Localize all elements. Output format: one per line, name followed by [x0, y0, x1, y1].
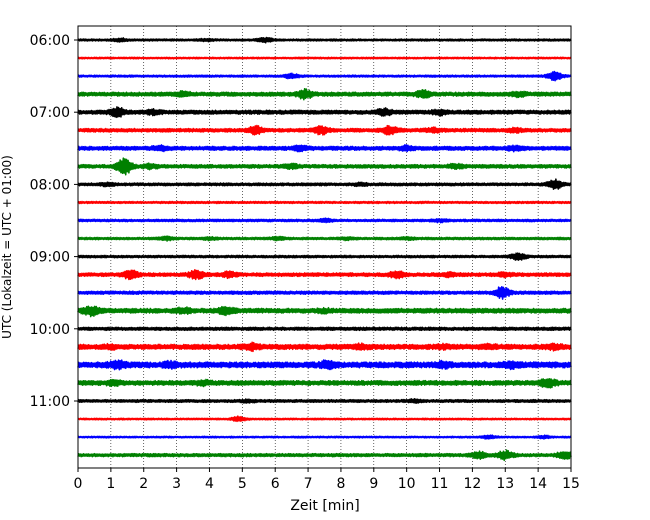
seismic-trace [77, 200, 572, 205]
seismic-trace [77, 286, 572, 300]
seismic-trace [77, 378, 572, 389]
x-tick-label: 5 [238, 476, 247, 492]
seismic-trace [77, 326, 572, 332]
y-axis-ticks: 06:00 07:00 08:00 09:00 10:00 11:00 [30, 33, 78, 410]
seismic-trace [77, 449, 572, 462]
x-tick-label: 2 [139, 476, 148, 492]
seismic-trace [77, 144, 572, 153]
x-tick-label: 15 [562, 476, 580, 492]
seismic-trace [77, 252, 572, 261]
seismic-trace [77, 269, 572, 281]
y-tick-label: 08:00 [30, 177, 70, 193]
seismic-trace [77, 106, 572, 119]
plot-background [78, 26, 571, 468]
y-tick-label: 06:00 [30, 33, 70, 49]
x-tick-label: 4 [205, 476, 214, 492]
x-tick-label: 3 [172, 476, 181, 492]
x-axis-title: Zeit [min] [290, 498, 359, 514]
plot-frame [77, 25, 572, 469]
x-tick-label: 6 [271, 476, 280, 492]
seismic-trace [77, 88, 572, 101]
x-tick-label: 1 [106, 476, 115, 492]
x-tick-label: 10 [398, 476, 416, 492]
x-tick-label: 12 [463, 476, 481, 492]
seismic-trace [77, 397, 572, 404]
seismic-trace [77, 56, 572, 60]
x-tick-label: 13 [496, 476, 514, 492]
seismic-trace [77, 359, 572, 371]
seismic-trace [77, 434, 572, 440]
seismic-trace [77, 178, 572, 190]
y-tick-label: 07:00 [30, 105, 70, 121]
seismic-trace [77, 124, 572, 136]
x-tick-label: 9 [369, 476, 378, 492]
seismic-trace [77, 415, 572, 423]
seismic-traces [77, 36, 572, 462]
seismic-trace [77, 217, 572, 224]
x-tick-label: 8 [336, 476, 345, 492]
y-tick-label: 11:00 [30, 394, 70, 410]
x-axis-ticks: 0 1 2 3 4 5 6 7 8 9 10 11 12 13 14 15 [74, 468, 580, 492]
seismic-trace [77, 235, 572, 242]
x-tick-label: 7 [304, 476, 313, 492]
seismic-trace [77, 305, 572, 318]
y-tick-label: 09:00 [30, 250, 70, 266]
seismic-trace [77, 341, 572, 353]
y-tick-label: 10:00 [30, 322, 70, 338]
x-tick-label: 0 [74, 476, 83, 492]
x-tick-label: 14 [529, 476, 547, 492]
seismic-trace [77, 70, 572, 82]
x-tick-label: 11 [431, 476, 449, 492]
y-axis-title: UTC (Lokalzeit = UTC + 01:00) [0, 155, 14, 339]
seismic-trace [77, 36, 572, 44]
seismic-trace [77, 157, 572, 176]
